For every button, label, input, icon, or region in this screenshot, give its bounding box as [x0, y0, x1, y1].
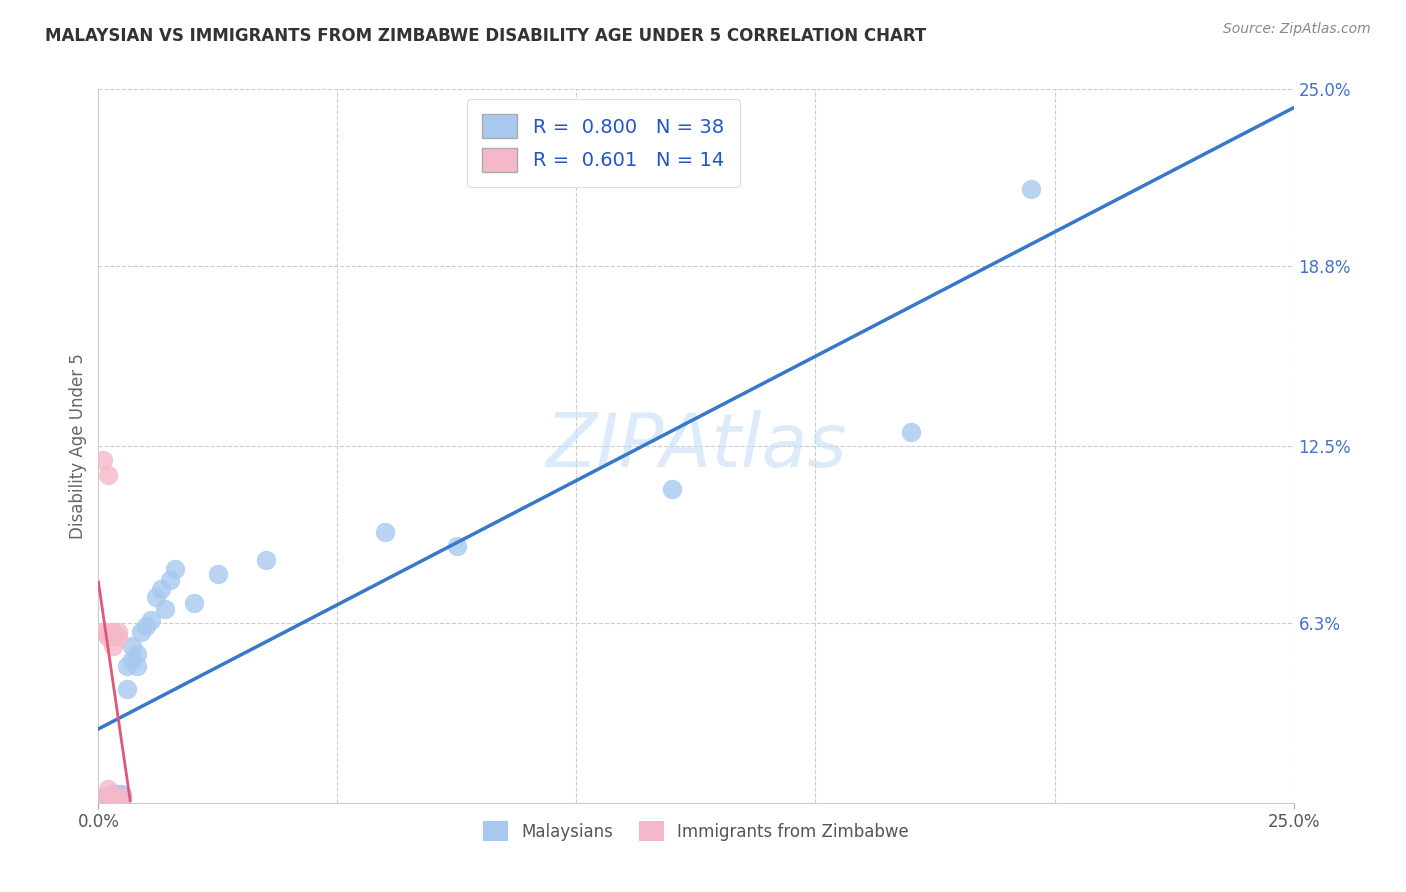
- Point: [125, 648, 148, 662]
- Point: [661, 482, 683, 496]
- Point: [101, 793, 124, 807]
- Point: [97, 630, 120, 644]
- Point: [121, 653, 143, 667]
- Legend: Malaysians, Immigrants from Zimbabwe: Malaysians, Immigrants from Zimbabwe: [477, 814, 915, 848]
- Point: [97, 467, 120, 482]
- Point: [97, 793, 120, 807]
- Point: [97, 790, 120, 805]
- Point: [107, 630, 129, 644]
- Point: [101, 790, 124, 805]
- Point: [374, 524, 396, 539]
- Point: [159, 573, 181, 587]
- Point: [107, 793, 129, 807]
- Point: [145, 591, 167, 605]
- Point: [97, 793, 120, 807]
- Text: MALAYSIAN VS IMMIGRANTS FROM ZIMBABWE DISABILITY AGE UNDER 5 CORRELATION CHART: MALAYSIAN VS IMMIGRANTS FROM ZIMBABWE DI…: [45, 27, 927, 45]
- Point: [149, 582, 172, 596]
- Text: ZIPAtlas: ZIPAtlas: [546, 410, 846, 482]
- Point: [111, 790, 134, 805]
- Point: [107, 793, 129, 807]
- Point: [139, 613, 162, 627]
- Y-axis label: Disability Age Under 5: Disability Age Under 5: [69, 353, 87, 539]
- Point: [91, 793, 114, 807]
- Point: [101, 793, 124, 807]
- Point: [91, 790, 114, 805]
- Point: [446, 539, 468, 553]
- Point: [121, 639, 143, 653]
- Point: [107, 787, 129, 801]
- Point: [91, 624, 114, 639]
- Point: [91, 453, 114, 467]
- Point: [107, 624, 129, 639]
- Point: [207, 567, 229, 582]
- Point: [183, 596, 205, 610]
- Point: [155, 601, 177, 615]
- Point: [111, 790, 134, 805]
- Point: [131, 624, 153, 639]
- Text: Source: ZipAtlas.com: Source: ZipAtlas.com: [1223, 22, 1371, 37]
- Point: [91, 793, 114, 807]
- Point: [101, 639, 124, 653]
- Point: [97, 781, 120, 796]
- Point: [91, 790, 114, 805]
- Point: [97, 624, 120, 639]
- Point: [254, 553, 277, 567]
- Point: [101, 624, 124, 639]
- Point: [900, 425, 922, 439]
- Point: [1019, 182, 1042, 196]
- Point: [163, 562, 186, 576]
- Point: [115, 681, 138, 696]
- Point: [125, 658, 148, 673]
- Point: [107, 790, 129, 805]
- Point: [101, 790, 124, 805]
- Point: [101, 787, 124, 801]
- Point: [111, 787, 134, 801]
- Point: [135, 619, 157, 633]
- Point: [111, 790, 134, 805]
- Point: [115, 658, 138, 673]
